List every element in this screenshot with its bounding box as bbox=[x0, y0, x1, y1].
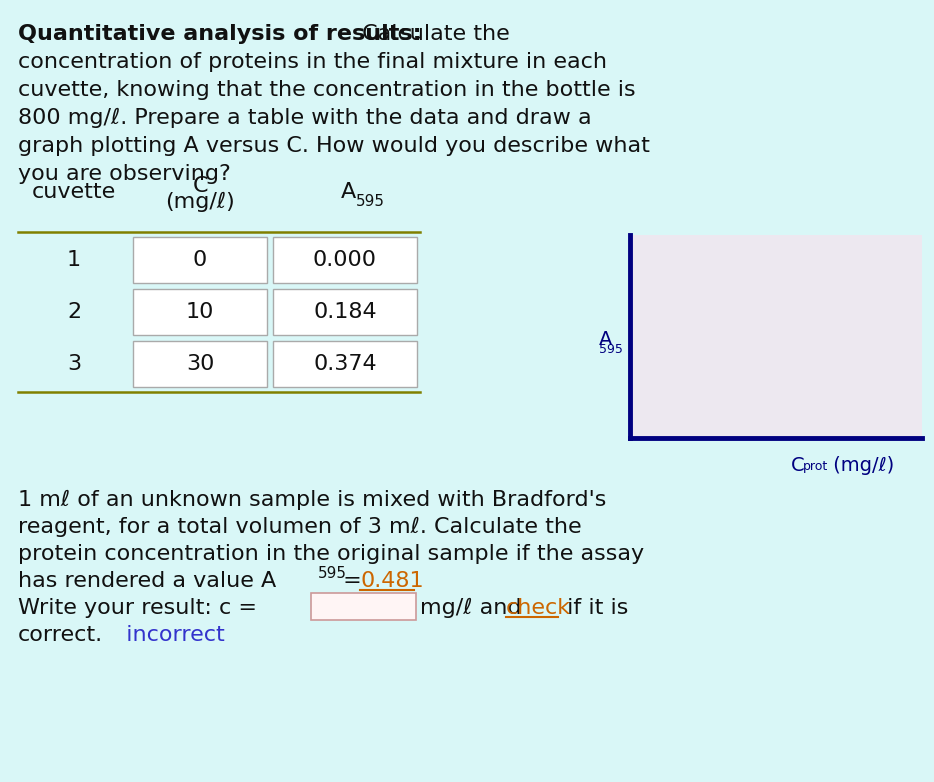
Text: correct.: correct. bbox=[18, 625, 103, 645]
Text: mg/ℓ and: mg/ℓ and bbox=[420, 598, 529, 618]
FancyBboxPatch shape bbox=[630, 235, 922, 438]
Text: you are observing?: you are observing? bbox=[18, 164, 231, 184]
Text: (mg/ℓ): (mg/ℓ) bbox=[165, 192, 234, 212]
Text: cuvette: cuvette bbox=[32, 182, 116, 202]
Text: C: C bbox=[192, 176, 207, 196]
Text: if it is: if it is bbox=[560, 598, 629, 618]
Text: 10: 10 bbox=[186, 302, 214, 322]
Text: A: A bbox=[599, 330, 612, 349]
Text: 1: 1 bbox=[67, 250, 81, 270]
Text: Calculate the: Calculate the bbox=[355, 24, 510, 44]
Text: protein concentration in the original sample if the assay: protein concentration in the original sa… bbox=[18, 544, 644, 564]
Text: =: = bbox=[336, 571, 369, 591]
FancyBboxPatch shape bbox=[273, 289, 417, 335]
Text: 595: 595 bbox=[356, 194, 385, 209]
Text: 595: 595 bbox=[599, 343, 623, 356]
Text: 0.481: 0.481 bbox=[360, 571, 424, 591]
Text: A: A bbox=[341, 182, 356, 202]
FancyBboxPatch shape bbox=[273, 341, 417, 387]
Text: 3: 3 bbox=[67, 354, 81, 374]
Text: graph plotting A versus C. How would you describe what: graph plotting A versus C. How would you… bbox=[18, 136, 650, 156]
FancyBboxPatch shape bbox=[133, 237, 267, 283]
Text: concentration of proteins in the final mixture in each: concentration of proteins in the final m… bbox=[18, 52, 607, 72]
Text: 30: 30 bbox=[186, 354, 214, 374]
FancyBboxPatch shape bbox=[133, 289, 267, 335]
FancyBboxPatch shape bbox=[273, 237, 417, 283]
FancyBboxPatch shape bbox=[311, 593, 416, 620]
Text: 2: 2 bbox=[67, 302, 81, 322]
Text: 0: 0 bbox=[193, 250, 207, 270]
Text: Write your result: c =: Write your result: c = bbox=[18, 598, 264, 618]
Text: reagent, for a total volumen of 3 mℓ. Calculate the: reagent, for a total volumen of 3 mℓ. Ca… bbox=[18, 517, 582, 537]
Text: check: check bbox=[506, 598, 571, 618]
Text: 0.000: 0.000 bbox=[313, 250, 377, 270]
Text: 0.374: 0.374 bbox=[313, 354, 376, 374]
Text: 0.184: 0.184 bbox=[313, 302, 376, 322]
Text: (mg/ℓ): (mg/ℓ) bbox=[827, 456, 894, 475]
Text: has rendered a value A: has rendered a value A bbox=[18, 571, 276, 591]
FancyBboxPatch shape bbox=[133, 341, 267, 387]
Text: cuvette, knowing that the concentration in the bottle is: cuvette, knowing that the concentration … bbox=[18, 80, 636, 100]
Text: 1 mℓ of an unknown sample is mixed with Bradford's: 1 mℓ of an unknown sample is mixed with … bbox=[18, 490, 606, 510]
Text: 595: 595 bbox=[318, 566, 347, 581]
Text: incorrect: incorrect bbox=[112, 625, 225, 645]
Text: 800 mg/ℓ. Prepare a table with the data and draw a: 800 mg/ℓ. Prepare a table with the data … bbox=[18, 108, 591, 128]
Text: Quantitative analysis of results:: Quantitative analysis of results: bbox=[18, 24, 421, 44]
Text: C: C bbox=[791, 456, 804, 475]
Text: prot: prot bbox=[803, 460, 828, 473]
